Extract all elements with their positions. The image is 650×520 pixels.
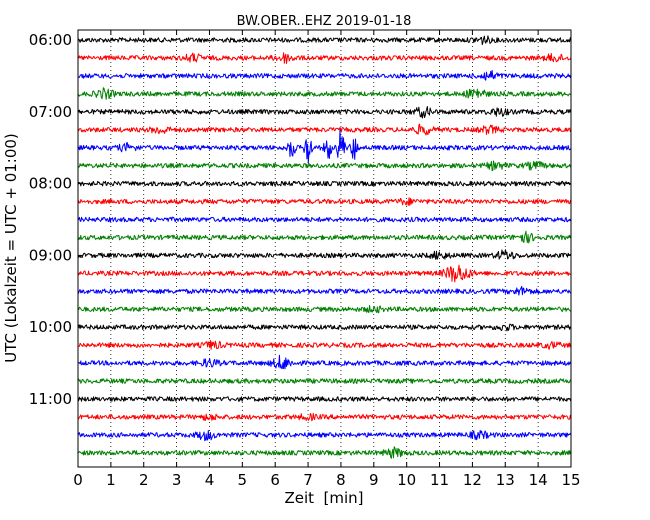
y-axis-ticks: 06:00 07:00 08:00 09:00 10:00 11:00 bbox=[29, 31, 571, 408]
x-tick-label: 0 bbox=[73, 471, 83, 489]
trace-0845 bbox=[77, 230, 572, 244]
x-tick-label: 2 bbox=[139, 471, 149, 489]
y-tick-label: 09:00 bbox=[29, 246, 72, 264]
y-tick-label: 11:00 bbox=[29, 390, 72, 408]
x-tick-label: 10 bbox=[397, 471, 416, 489]
trace-0715 bbox=[77, 123, 572, 136]
plot-frame bbox=[77, 29, 572, 468]
trace-1130 bbox=[77, 429, 572, 442]
x-tick-label: 3 bbox=[172, 471, 182, 489]
trace-1115 bbox=[77, 412, 572, 422]
x-tick-label: 13 bbox=[496, 471, 515, 489]
trace-0630 bbox=[77, 69, 572, 81]
y-axis-label: UTC (Lokalzeit = UTC + 01:00) bbox=[2, 133, 20, 363]
trace-1000 bbox=[77, 323, 572, 332]
y-tick-label: 08:00 bbox=[29, 175, 72, 193]
x-tick-label: 15 bbox=[561, 471, 580, 489]
trace-0930 bbox=[77, 285, 572, 296]
trace-0600 bbox=[77, 35, 572, 46]
trace-0815 bbox=[77, 197, 572, 206]
trace-0730 bbox=[77, 129, 572, 164]
x-tick-label: 8 bbox=[336, 471, 346, 489]
trace-0615 bbox=[77, 52, 572, 64]
x-axis-label: Zeit [min] bbox=[284, 489, 363, 507]
trace-1015 bbox=[77, 339, 572, 350]
trace-0745 bbox=[77, 160, 572, 171]
trace-0915 bbox=[77, 264, 572, 283]
y-tick-label: 07:00 bbox=[29, 103, 72, 121]
grid-lines bbox=[110, 30, 539, 467]
x-tick-label: 6 bbox=[270, 471, 280, 489]
x-tick-label: 4 bbox=[205, 471, 215, 489]
trace-0945 bbox=[77, 304, 572, 314]
x-tick-label: 14 bbox=[529, 471, 548, 489]
trace-0830 bbox=[77, 216, 572, 223]
x-tick-label: 1 bbox=[106, 471, 116, 489]
trace-0900 bbox=[77, 249, 572, 260]
x-tick-label: 11 bbox=[430, 471, 449, 489]
trace-0700 bbox=[77, 105, 572, 119]
trace-0800 bbox=[77, 180, 572, 187]
x-tick-label: 5 bbox=[238, 471, 248, 489]
y-tick-label: 10:00 bbox=[29, 318, 72, 336]
seismic-traces bbox=[77, 35, 572, 459]
trace-1045 bbox=[77, 378, 572, 384]
trace-1145 bbox=[77, 446, 572, 459]
x-tick-label: 9 bbox=[369, 471, 379, 489]
trace-0645 bbox=[77, 87, 572, 100]
trace-1100 bbox=[77, 396, 572, 402]
chart-title: BW.OBER..EHZ 2019-01-18 bbox=[237, 14, 412, 29]
x-tick-label: 7 bbox=[303, 471, 313, 489]
x-axis-ticks: 0 1 2 3 4 5 6 7 8 9 10 11 12 13 14 15 bbox=[73, 30, 581, 489]
x-tick-label: 12 bbox=[463, 471, 482, 489]
trace-1030 bbox=[77, 354, 572, 370]
y-tick-label: 06:00 bbox=[29, 31, 72, 49]
